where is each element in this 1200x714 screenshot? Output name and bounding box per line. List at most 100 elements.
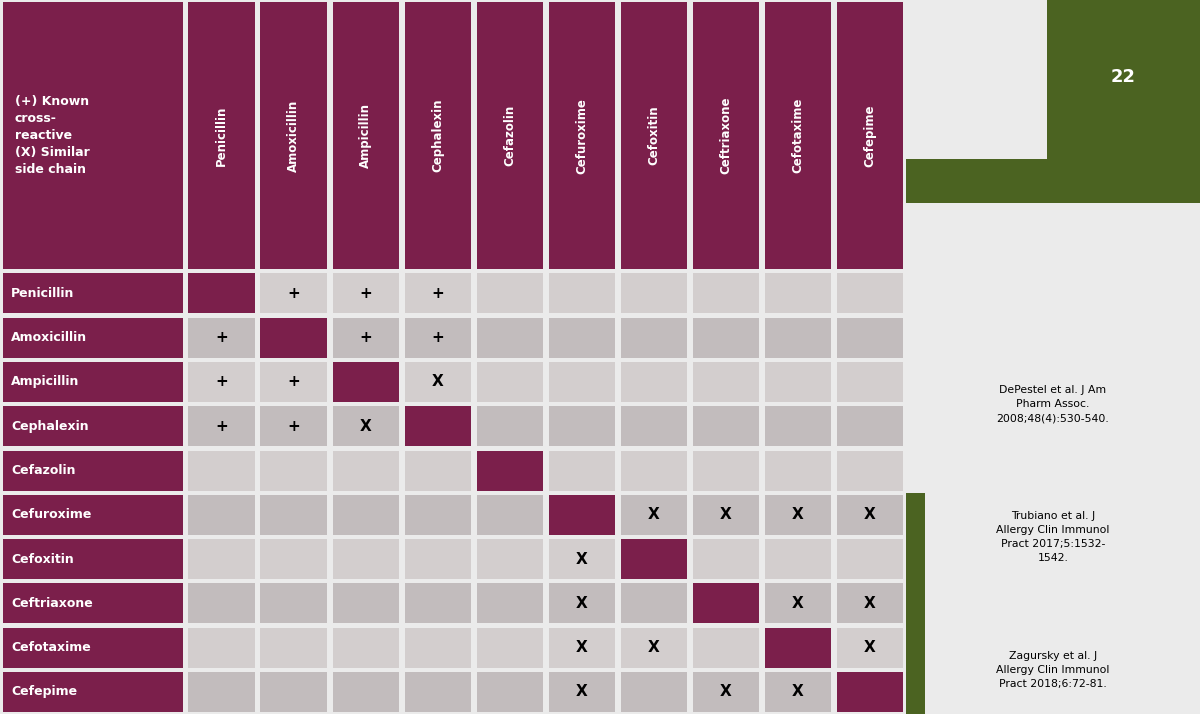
Bar xyxy=(188,362,256,402)
Text: X: X xyxy=(360,418,372,434)
Bar xyxy=(620,2,688,269)
Text: Cefazolin: Cefazolin xyxy=(503,105,516,166)
Text: Trubiano et al. J
Allergy Clin Immunol
Pract 2017;5:1532-
1542.: Trubiano et al. J Allergy Clin Immunol P… xyxy=(996,511,1110,563)
Bar xyxy=(188,539,256,579)
Text: X: X xyxy=(648,507,660,523)
Bar xyxy=(260,362,328,402)
Bar xyxy=(260,495,328,535)
Bar xyxy=(548,406,616,446)
Bar xyxy=(692,273,760,313)
Bar xyxy=(836,583,904,623)
Text: X: X xyxy=(720,684,732,700)
Bar xyxy=(620,451,688,491)
Bar xyxy=(836,2,904,269)
Text: +: + xyxy=(432,286,444,301)
Text: +: + xyxy=(287,374,300,390)
Bar xyxy=(476,672,544,712)
Bar xyxy=(332,362,400,402)
Bar xyxy=(836,362,904,402)
Bar xyxy=(548,362,616,402)
Text: X: X xyxy=(648,640,660,655)
Bar xyxy=(764,672,832,712)
Bar xyxy=(188,406,256,446)
Bar xyxy=(476,362,544,402)
Bar xyxy=(188,628,256,668)
Bar xyxy=(692,539,760,579)
Text: (+) Known
cross-
reactive
(X) Similar
side chain: (+) Known cross- reactive (X) Similar si… xyxy=(14,95,90,176)
Bar xyxy=(692,495,760,535)
Bar xyxy=(404,539,472,579)
Bar xyxy=(764,362,832,402)
Text: X: X xyxy=(576,595,588,611)
Bar xyxy=(620,318,688,358)
Bar xyxy=(332,672,400,712)
Bar xyxy=(476,495,544,535)
Text: Cefoxitin: Cefoxitin xyxy=(648,106,660,166)
Bar xyxy=(548,672,616,712)
Text: Cephalexin: Cephalexin xyxy=(431,99,444,172)
Bar xyxy=(476,583,544,623)
Bar xyxy=(404,672,472,712)
Bar xyxy=(260,628,328,668)
Bar xyxy=(906,0,1048,159)
Bar xyxy=(836,273,904,313)
Text: X: X xyxy=(864,595,876,611)
Text: X: X xyxy=(792,684,804,700)
Bar xyxy=(692,628,760,668)
Text: X: X xyxy=(720,507,732,523)
Text: +: + xyxy=(287,286,300,301)
Bar xyxy=(836,539,904,579)
Bar xyxy=(332,318,400,358)
Text: X: X xyxy=(576,684,588,700)
Text: Cefuroxime: Cefuroxime xyxy=(11,508,91,521)
Text: Cefepime: Cefepime xyxy=(11,685,77,698)
Bar xyxy=(260,2,328,269)
Bar xyxy=(476,318,544,358)
Bar xyxy=(836,451,904,491)
Bar xyxy=(404,628,472,668)
Bar xyxy=(764,451,832,491)
Bar xyxy=(404,273,472,313)
Bar xyxy=(692,2,760,269)
Text: Penicillin: Penicillin xyxy=(215,106,228,166)
Bar xyxy=(260,583,328,623)
Text: X: X xyxy=(576,551,588,567)
Bar xyxy=(332,583,400,623)
Bar xyxy=(332,406,400,446)
Text: Amoxicillin: Amoxicillin xyxy=(287,99,300,172)
Text: +: + xyxy=(432,330,444,346)
Text: Cefepime: Cefepime xyxy=(864,104,876,167)
Bar xyxy=(332,451,400,491)
Bar xyxy=(332,628,400,668)
Bar xyxy=(404,2,472,269)
Bar xyxy=(260,539,328,579)
Bar xyxy=(2,628,184,668)
Bar xyxy=(764,539,832,579)
Bar xyxy=(764,273,832,313)
Text: Cefazolin: Cefazolin xyxy=(11,464,76,477)
Bar xyxy=(548,273,616,313)
Text: +: + xyxy=(287,418,300,434)
Text: X: X xyxy=(576,640,588,655)
Bar xyxy=(836,495,904,535)
Bar xyxy=(404,451,472,491)
Bar xyxy=(836,318,904,358)
Bar xyxy=(2,318,184,358)
Text: Ceftriaxone: Ceftriaxone xyxy=(720,97,732,174)
Bar xyxy=(476,451,544,491)
Bar xyxy=(332,539,400,579)
Bar xyxy=(692,451,760,491)
Bar xyxy=(906,0,1200,203)
Text: X: X xyxy=(864,640,876,655)
Text: Zagursky et al. J
Allergy Clin Immunol
Pract 2018;6:72-81.: Zagursky et al. J Allergy Clin Immunol P… xyxy=(996,650,1110,689)
Text: Cefuroxime: Cefuroxime xyxy=(575,98,588,174)
Bar xyxy=(332,495,400,535)
Bar xyxy=(260,273,328,313)
Bar xyxy=(692,583,760,623)
Bar xyxy=(764,318,832,358)
Text: Penicillin: Penicillin xyxy=(11,287,74,300)
Text: Cefotaxime: Cefotaxime xyxy=(792,98,804,174)
Bar xyxy=(2,451,184,491)
Bar xyxy=(260,451,328,491)
Text: +: + xyxy=(215,374,228,390)
